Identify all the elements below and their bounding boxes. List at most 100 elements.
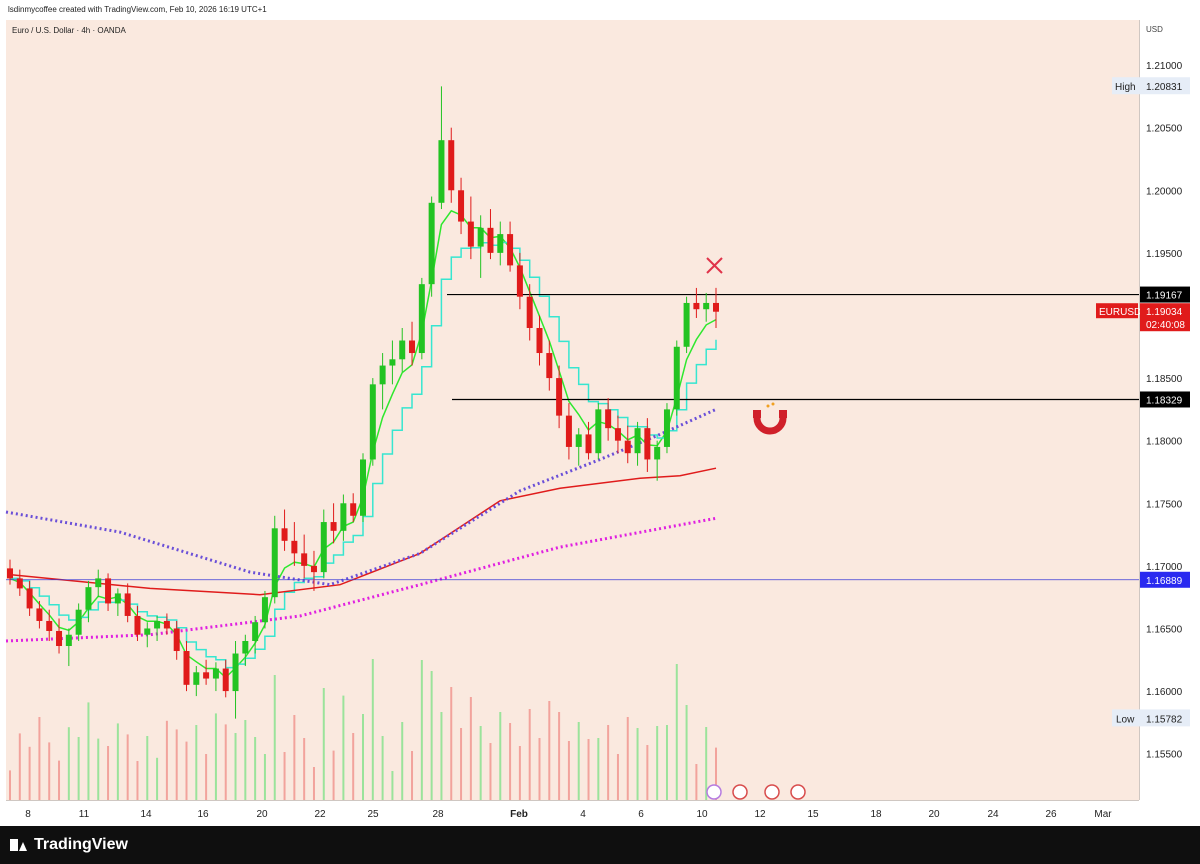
volume-bar (715, 747, 717, 800)
event-icon (706, 784, 722, 800)
chart-svg[interactable]: 1.19167 1.18329 1.16889 1.21000 1.20500 1.200… (0, 0, 1200, 828)
candle-body (350, 503, 357, 516)
price-tick-label: 1.18500 (1146, 374, 1183, 385)
volume-bar (58, 760, 61, 800)
candle-body (144, 628, 151, 635)
candle-body (212, 668, 219, 679)
volume-bar (420, 660, 423, 800)
candle-body (95, 578, 102, 588)
candle-body (203, 672, 210, 679)
marker-layer (706, 257, 806, 800)
candle-body (703, 302, 710, 310)
event-icon (732, 784, 748, 800)
price-tick-label: 1.15500 (1146, 750, 1183, 761)
candle-body (516, 265, 523, 297)
time-tick-label: 12 (754, 809, 766, 820)
price-tick-label: 1.16500 (1146, 624, 1183, 635)
candle-body (556, 378, 563, 416)
volume-bar (528, 709, 531, 800)
volume-bar (607, 725, 610, 800)
volume-bar (479, 726, 482, 800)
volume-bar (656, 726, 659, 800)
time-tick-label: 15 (807, 809, 819, 820)
candle-body (654, 446, 661, 460)
created-by-text: lsdinmycoffee created with TradingView.c… (8, 5, 267, 14)
time-tick-label: 6 (638, 809, 644, 820)
candle-body (379, 365, 386, 385)
time-tick-label: 20 (928, 809, 940, 820)
volume-bar (18, 733, 21, 800)
time-tick-label: 24 (987, 809, 999, 820)
volume-bar (401, 722, 404, 800)
candle-body (614, 428, 621, 441)
candle-body (507, 234, 514, 266)
tradingview-logo[interactable]: TradingView (10, 836, 128, 854)
volume-bar (626, 717, 629, 800)
candle-body (663, 409, 670, 447)
event-icon (764, 784, 780, 800)
time-tick-label: 20 (256, 809, 268, 820)
candle-body (605, 409, 612, 429)
tradingview-icon (10, 839, 28, 851)
volume-bar (224, 724, 227, 800)
candle-layer (7, 86, 719, 719)
volume-bar (322, 688, 325, 800)
symbol-tag: EURUSD (1099, 307, 1141, 318)
volume-bar (146, 736, 149, 800)
volume-bar (244, 720, 247, 800)
candle-body (409, 340, 416, 354)
level-label: 1.16889 (1146, 576, 1183, 587)
volume-bar (48, 742, 51, 800)
time-axis[interactable] (6, 800, 1139, 829)
volume-bar (440, 712, 443, 800)
magnet-icon (753, 402, 787, 435)
dotted-magenta-line (5, 516, 717, 643)
volume-bar (156, 757, 159, 800)
time-tick-label: 26 (1045, 809, 1057, 820)
candle-body (713, 302, 719, 312)
volume-bar (489, 743, 492, 800)
candle-body (546, 353, 553, 379)
volume-bar (195, 725, 198, 800)
low-value: 1.15782 (1146, 714, 1183, 725)
volume-bar (518, 746, 521, 800)
volume-bar (205, 754, 208, 800)
volume-bar (450, 687, 453, 800)
time-tick-label: 4 (580, 809, 586, 820)
high-label: High (1115, 82, 1136, 93)
level-label-box (1140, 286, 1190, 303)
candle-body (124, 593, 131, 616)
level-label-box (1140, 391, 1190, 408)
volume-bar (705, 727, 708, 800)
candle-body (183, 651, 190, 685)
candle-body (36, 608, 43, 621)
volume-bar (107, 746, 110, 800)
volume-bar (87, 702, 90, 800)
volume-bar (303, 738, 306, 800)
time-tick-label: 16 (197, 809, 209, 820)
time-tick-label: 28 (432, 809, 444, 820)
volume-bar (9, 770, 11, 800)
price-axis[interactable] (1139, 20, 1195, 800)
volume-bar (460, 728, 463, 800)
price-tick-label: 1.17000 (1146, 562, 1183, 573)
high-label-box (1112, 77, 1140, 95)
candle-body (644, 428, 651, 460)
candle-body (467, 221, 474, 247)
volume-bar (411, 751, 414, 800)
candle-body (399, 340, 406, 360)
candle-body (497, 234, 504, 253)
candle-body (536, 327, 543, 354)
volume-bar (597, 738, 600, 800)
volume-bar (283, 752, 286, 800)
candle-body (634, 428, 641, 454)
price-tick-label: 1.20500 (1146, 124, 1183, 135)
volume-bar (469, 697, 472, 800)
chart-pane[interactable] (6, 20, 1139, 800)
time-tick-label: Mar (1094, 809, 1112, 820)
candle-body (7, 568, 13, 579)
volume-bar (136, 761, 139, 800)
candle-body (281, 528, 288, 541)
candle-body (105, 578, 112, 604)
candle-body (271, 528, 278, 598)
